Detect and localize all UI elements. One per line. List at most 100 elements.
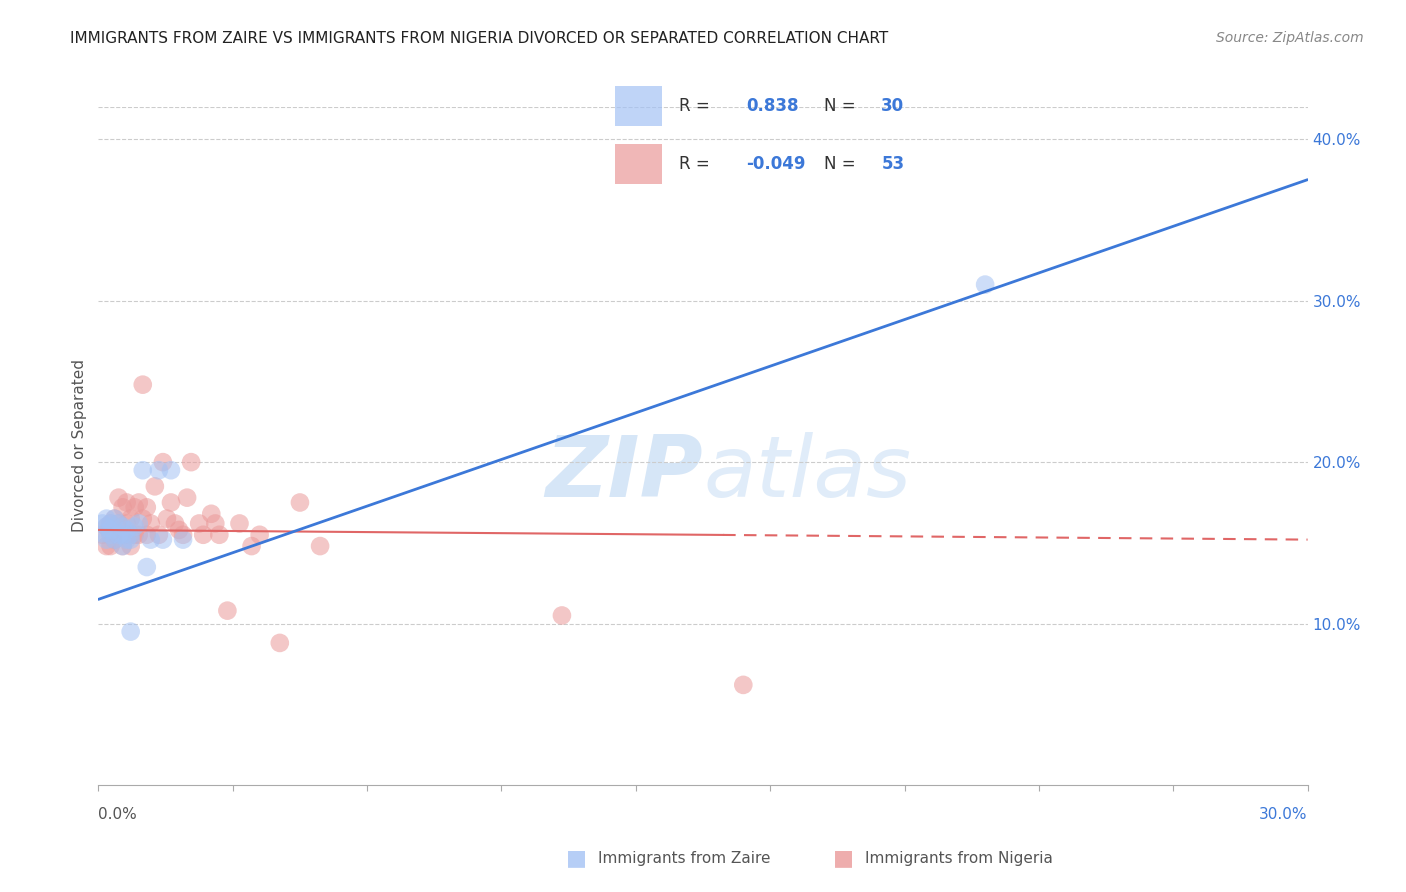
Point (139, 516, 162, 531)
Point (269, 636, 291, 650)
Point (551, 608, 574, 623)
Text: 30.0%: 30.0% (1260, 807, 1308, 822)
Point (120, 511, 142, 525)
Point (128, 528, 150, 542)
Text: 0.838: 0.838 (747, 97, 799, 115)
Point (100, 516, 122, 531)
Point (91, 526, 114, 541)
Text: -0.049: -0.049 (747, 155, 806, 173)
Point (139, 533, 162, 547)
Point (172, 533, 194, 547)
Point (135, 560, 157, 574)
Text: ■: ■ (834, 848, 853, 868)
Text: 0.0%: 0.0% (98, 807, 138, 822)
Point (228, 516, 250, 531)
Point (96, 539, 118, 553)
Point (107, 516, 129, 531)
Text: N =: N = (824, 155, 860, 173)
Text: 30: 30 (882, 97, 904, 115)
Point (152, 455, 174, 469)
Text: Source: ZipAtlas.com: Source: ZipAtlas.com (1216, 31, 1364, 45)
Point (208, 528, 231, 542)
Point (96, 511, 118, 525)
Point (974, 277, 997, 292)
Point (120, 533, 142, 547)
Point (115, 533, 138, 547)
Text: 53: 53 (882, 155, 904, 173)
Point (115, 528, 138, 542)
Point (309, 539, 332, 553)
Point (152, 533, 174, 547)
Point (96, 533, 118, 547)
Text: Immigrants from Zaire: Immigrants from Zaire (598, 851, 770, 865)
Point (176, 491, 198, 505)
Point (240, 539, 263, 553)
Point (100, 528, 122, 542)
Point (172, 528, 194, 542)
Y-axis label: Divorced or Separated: Divorced or Separated (72, 359, 87, 533)
Point (100, 516, 122, 531)
Text: ■: ■ (567, 848, 586, 868)
Point (107, 528, 129, 542)
Point (96, 519, 118, 533)
Point (288, 495, 311, 509)
Point (124, 500, 146, 515)
Point (124, 528, 146, 542)
Point (100, 523, 122, 537)
Point (135, 528, 157, 542)
Point (160, 495, 183, 509)
Bar (614, 87, 662, 127)
Point (128, 516, 150, 531)
Text: IMMIGRANTS FROM ZAIRE VS IMMIGRANTS FROM NIGERIA DIVORCED OR SEPARATED CORRELATI: IMMIGRANTS FROM ZAIRE VS IMMIGRANTS FROM… (70, 31, 889, 46)
Point (120, 624, 142, 639)
Point (120, 528, 142, 542)
Point (124, 519, 146, 533)
Point (148, 528, 170, 542)
Point (249, 528, 271, 542)
Point (100, 528, 122, 542)
Point (107, 528, 129, 542)
Point (115, 523, 138, 537)
Text: R =: R = (679, 155, 714, 173)
Point (96, 519, 118, 533)
Point (188, 516, 211, 531)
Point (128, 495, 150, 509)
Point (91, 528, 114, 542)
Point (733, 678, 755, 692)
Point (103, 533, 125, 547)
Point (132, 463, 155, 477)
Point (120, 539, 142, 553)
Point (204, 516, 226, 531)
Point (135, 500, 157, 515)
Point (107, 491, 129, 505)
Point (111, 539, 134, 553)
Text: R =: R = (679, 97, 714, 115)
Point (200, 507, 222, 521)
Point (143, 479, 166, 493)
Point (163, 516, 186, 531)
Point (91, 516, 114, 531)
Point (148, 463, 170, 477)
Point (180, 455, 202, 469)
Point (156, 511, 179, 525)
Point (103, 511, 125, 525)
Point (103, 511, 125, 525)
Point (167, 523, 190, 537)
Text: ZIP: ZIP (546, 432, 703, 515)
Point (115, 516, 138, 531)
Bar (614, 144, 662, 184)
Text: atlas: atlas (703, 432, 911, 515)
Point (132, 377, 155, 392)
Point (193, 528, 215, 542)
Point (115, 495, 138, 509)
Text: N =: N = (824, 97, 860, 115)
Point (111, 528, 134, 542)
Point (111, 528, 134, 542)
Point (111, 519, 134, 533)
Point (120, 528, 142, 542)
Point (107, 516, 129, 531)
Point (160, 463, 183, 477)
Point (217, 604, 239, 618)
Point (103, 533, 125, 547)
Point (132, 511, 155, 525)
